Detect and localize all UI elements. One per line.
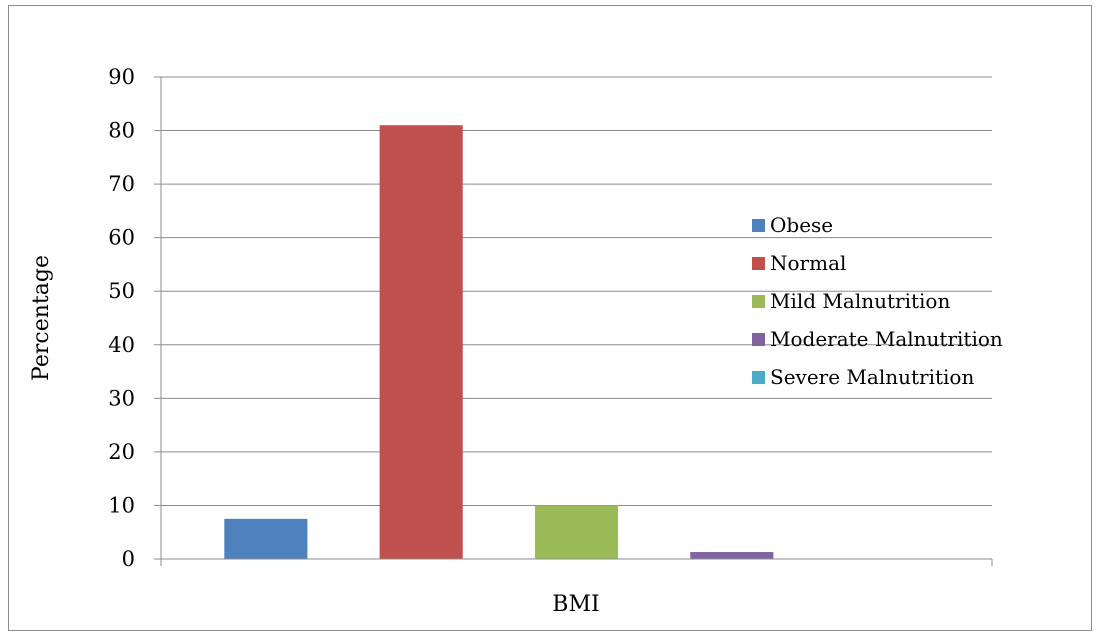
axes [154,76,993,566]
y-tick-label-70: 70 [108,172,135,196]
bar-normal [379,125,463,559]
bar-moderate-malnutrition [690,552,774,559]
legend-swatch-mild-malnutrition [752,295,765,308]
grid-lines [161,76,992,506]
y-tick-label-80: 80 [108,119,135,143]
legend-swatch-moderate-malnutrition [752,333,765,346]
legend-swatch-obese [752,219,765,232]
legend-label-severe-malnutrition: Severe Malnutrition [770,365,974,389]
y-tick-label-0: 0 [122,547,135,571]
legend: Obese Normal Mild Malnutrition Moderate Mal… [752,213,1003,389]
legend-swatch-severe-malnutrition [752,371,765,384]
x-axis-title: BMI [552,592,599,617]
legend-label-normal: Normal [770,251,846,275]
y-tick-labels: 0 10 20 30 40 50 60 70 80 90 [108,65,135,571]
bar-obese [224,518,308,559]
y-tick-label-90: 90 [108,65,135,89]
legend-label-mild-malnutrition: Mild Malnutrition [770,289,950,313]
y-tick-label-20: 20 [108,440,135,464]
legend-swatch-normal [752,257,765,270]
y-tick-label-30: 30 [108,386,135,410]
legend-label-moderate-malnutrition: Moderate Malnutrition [770,327,1003,351]
y-tick-label-50: 50 [108,279,135,303]
y-tick-label-60: 60 [108,226,135,250]
y-tick-label-10: 10 [108,493,135,517]
bar-mild-malnutrition [534,505,619,559]
y-axis-title: Percentage [29,255,54,381]
y-tick-label-40: 40 [108,333,135,357]
bars [224,125,774,559]
legend-label-obese: Obese [770,213,833,237]
